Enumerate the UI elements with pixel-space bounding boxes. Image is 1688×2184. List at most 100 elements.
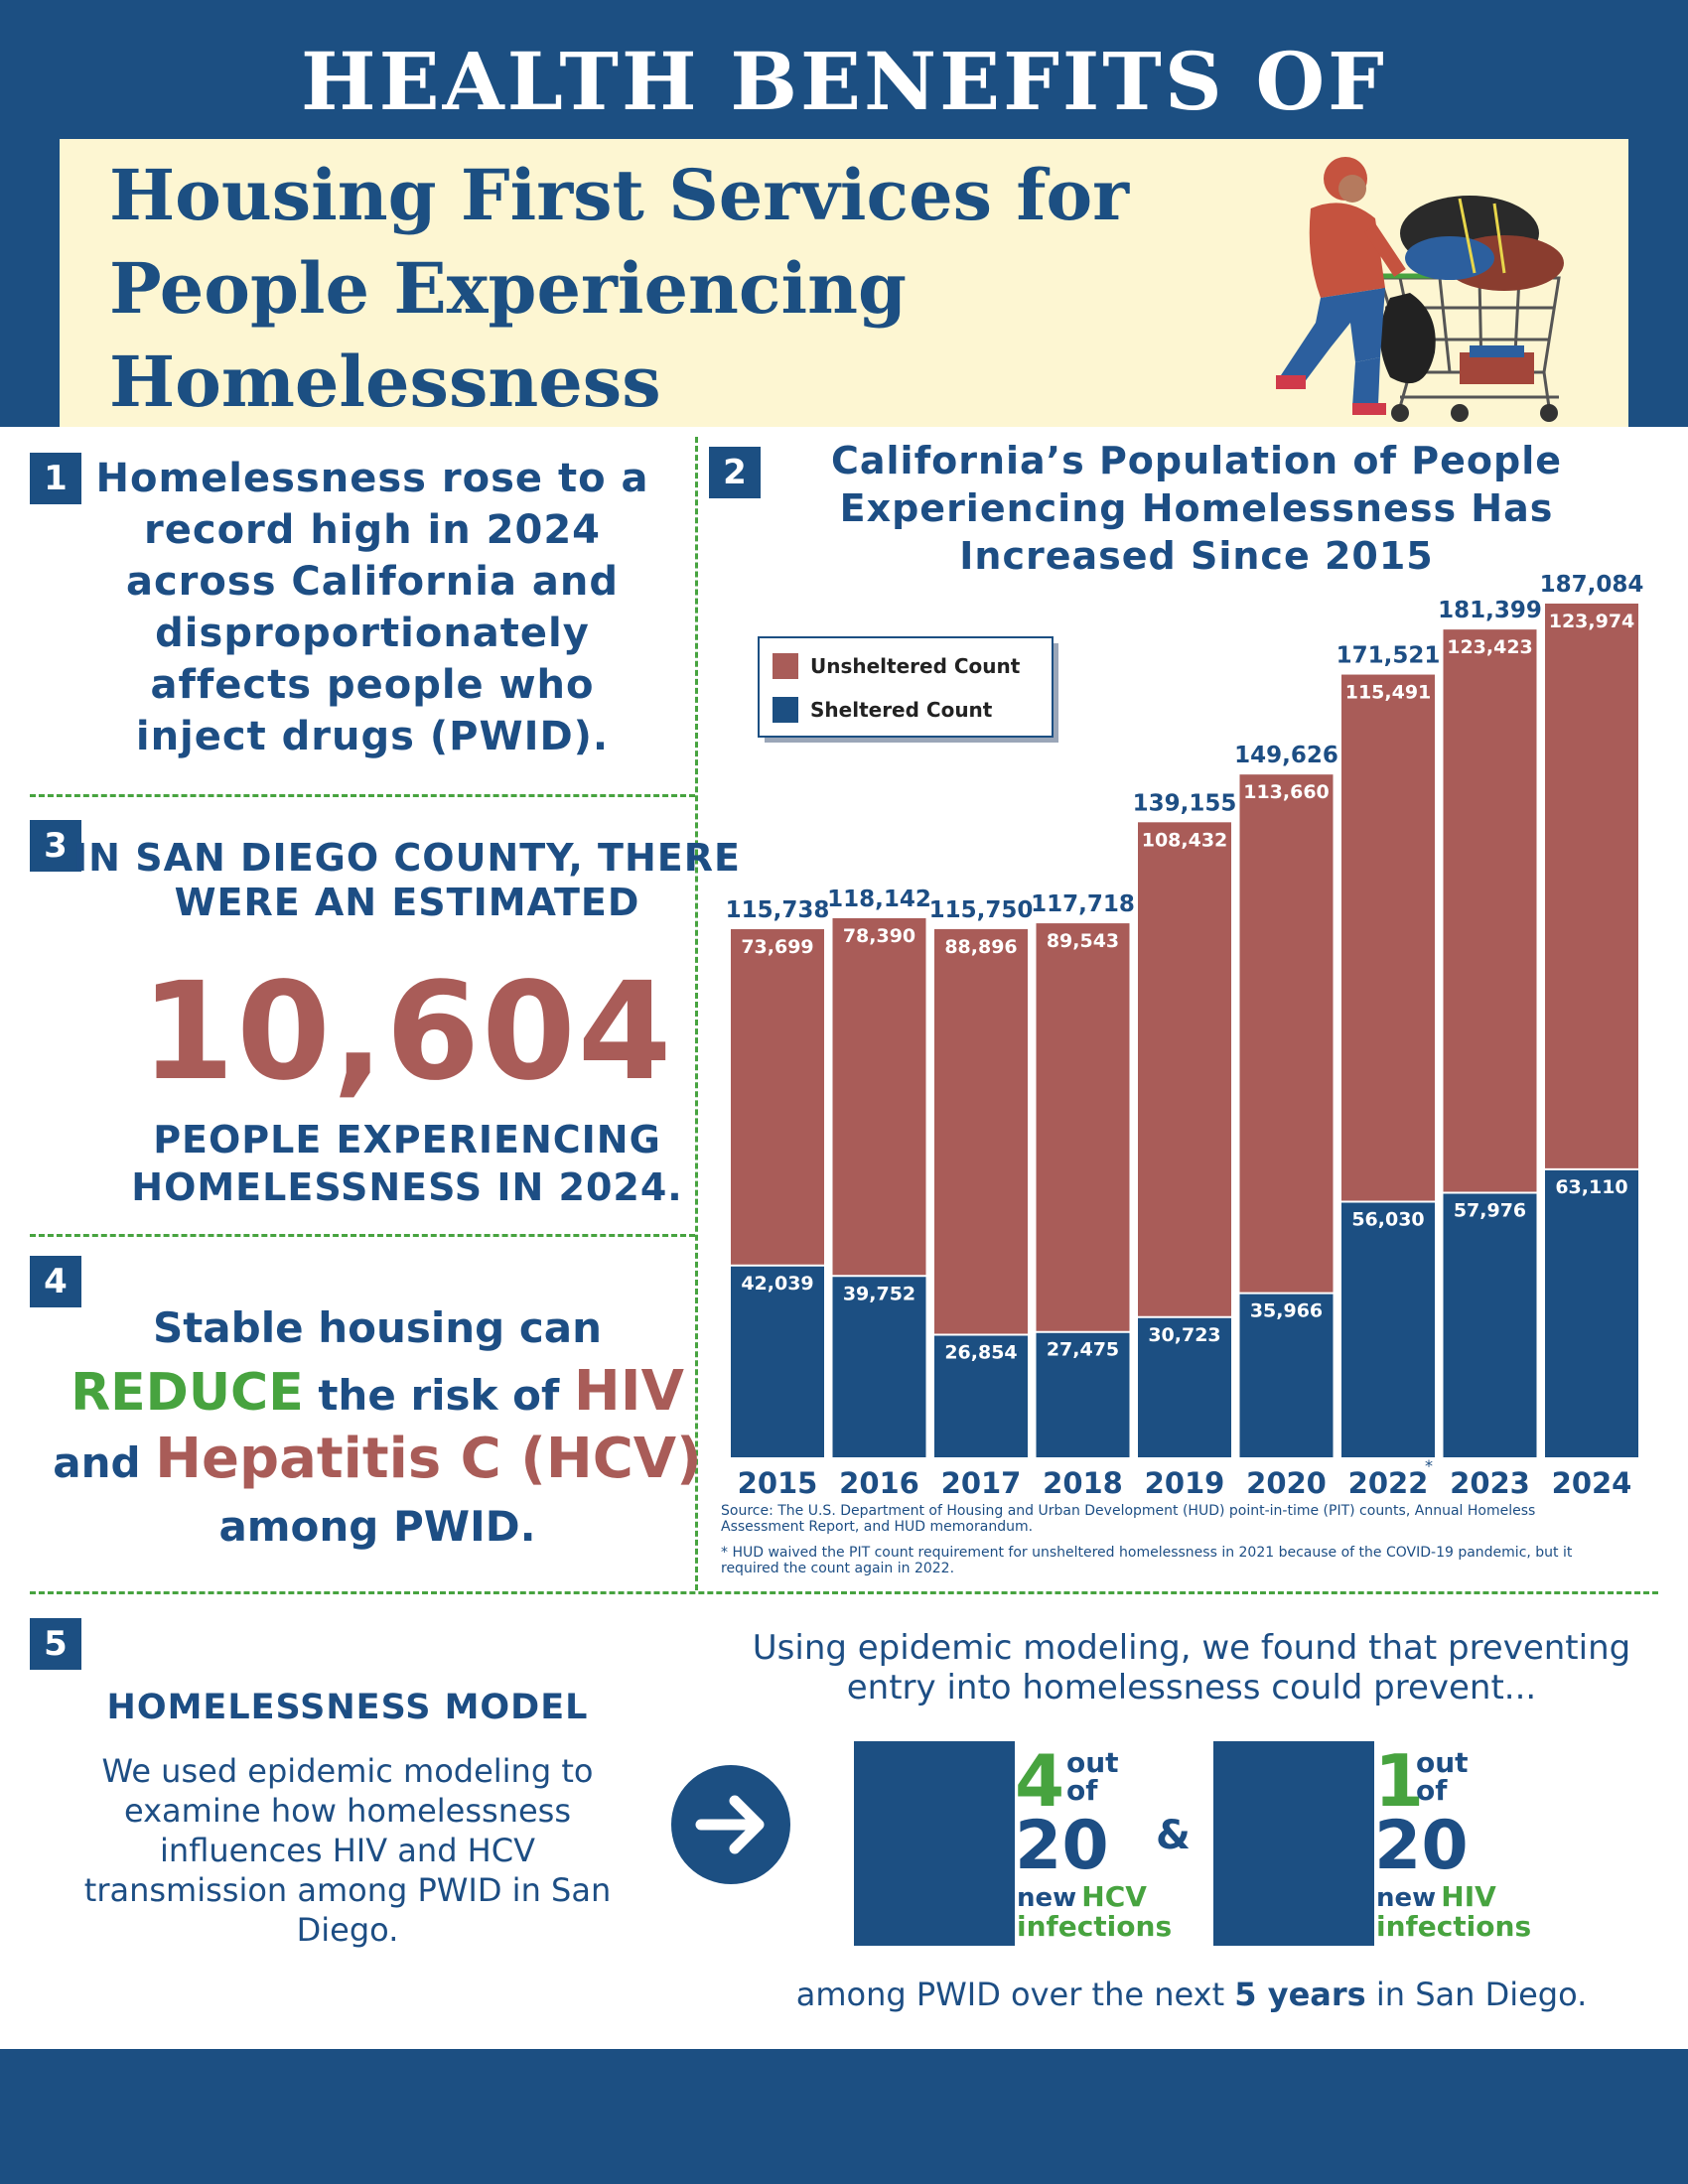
tick-label-2023: 2023 [1450, 1466, 1530, 1499]
page-subtitle: Housing First Services for People Experi… [109, 154, 1130, 423]
label-total-2020: 149,626 [1234, 743, 1338, 768]
label-sheltered-2024: 63,110 [1555, 1176, 1627, 1198]
label-sheltered-2022: 56,030 [1351, 1208, 1424, 1230]
section4-mid: the risk of [318, 1371, 560, 1420]
label-total-2016: 118,142 [827, 887, 931, 912]
label-unsheltered-2017: 88,896 [944, 936, 1017, 958]
label-sheltered-2017: 26,854 [944, 1342, 1017, 1364]
arrow-circle [671, 1765, 790, 1884]
label-unsheltered-2018: 89,543 [1047, 930, 1119, 952]
hcv-stat-of: of [1066, 1774, 1098, 1807]
hiv-stat-label-line1: new HIV [1376, 1880, 1496, 1914]
label-unsheltered-2016: 78,390 [843, 925, 915, 947]
section4-and: and [53, 1438, 141, 1487]
modeling-text: Using epidemic modeling, we found that p… [752, 1628, 1631, 1707]
bar-sheltered-2024 [1545, 1168, 1638, 1457]
section1-text: Homelessness rose to a record high in 20… [95, 456, 649, 759]
bar-unsheltered-2020 [1239, 774, 1334, 1294]
bar-unsheltered-2017 [934, 928, 1028, 1335]
label-total-2019: 139,155 [1133, 790, 1237, 816]
section-number-2: 2 [709, 447, 761, 498]
section4-end: among PWID. [218, 1502, 536, 1551]
label-sheltered-2016: 39,752 [843, 1283, 915, 1304]
label-total-2017: 115,750 [929, 897, 1034, 923]
arrow-right-icon [695, 1795, 765, 1854]
tick-label-2024: 2024 [1552, 1466, 1632, 1499]
label-unsheltered-2019: 108,432 [1142, 829, 1228, 851]
bar-sheltered-2015 [731, 1265, 824, 1457]
homelessness-bar-chart: 42,039 73,699 115,738 2015 39,752 78,390 118,1… [726, 572, 1644, 1499]
section-number-4: 4 [30, 1256, 81, 1307]
bar-sheltered-2023 [1443, 1192, 1537, 1457]
divider-1 [30, 794, 695, 797]
label-total-2018: 117,718 [1031, 891, 1135, 917]
tick-label-2022: 2022 [1348, 1466, 1429, 1499]
label-total-2023: 181,399 [1438, 598, 1542, 623]
hcv-word: Hepatitis C (HCV) [155, 1427, 702, 1491]
label-unsheltered-2015: 73,699 [741, 936, 813, 958]
label-total-2024: 187,084 [1540, 572, 1644, 598]
legend-swatch-unsheltered [773, 653, 798, 679]
tick-label-2017: 2017 [941, 1466, 1022, 1499]
hcv-stat-out: out [1066, 1746, 1119, 1779]
bottom-summary: among PWID over the next 5 years in San … [695, 1976, 1688, 2013]
divider-2 [30, 1234, 695, 1237]
hiv-stat-total: 20 [1374, 1807, 1469, 1885]
bar-sheltered-2019 [1138, 1316, 1231, 1457]
bar-unsheltered-2023 [1443, 629, 1537, 1193]
chart-footnote: * HUD waived the PIT count requirement f… [721, 1545, 1573, 1576]
label-total-2022: 171,521 [1336, 643, 1441, 669]
section-number-1: 1 [30, 453, 81, 504]
hiv-stat-virus: HIV [1441, 1880, 1496, 1913]
bar-unsheltered-2024 [1545, 604, 1638, 1169]
chart-title: California’s Population of People Experi… [830, 439, 1563, 578]
label-total-2015: 115,738 [726, 897, 830, 923]
ampersand: & [1156, 1813, 1191, 1858]
hcv-stat-label-line1: new HCV [1017, 1880, 1147, 1914]
reduce-word: REDUCE [70, 1363, 304, 1423]
label-sheltered-2018: 27,475 [1047, 1339, 1119, 1361]
hiv-stat-box [1213, 1741, 1374, 1946]
bar-sheltered-2020 [1239, 1293, 1334, 1457]
hiv-stat-new: new [1376, 1883, 1437, 1913]
label-unsheltered-2020: 113,660 [1243, 781, 1330, 803]
tick-mark-2022: * [1425, 1456, 1433, 1475]
hiv-stat-out: out [1416, 1746, 1469, 1779]
tick-label-2015: 2015 [738, 1466, 818, 1499]
footer-band [0, 2049, 1688, 2184]
legend-box [758, 636, 1054, 738]
chart-source: Source: The U.S. Department of Housing a… [721, 1503, 1536, 1535]
bar-sheltered-2022 [1341, 1201, 1435, 1457]
section5-body: We used epidemic modeling to examine how… [83, 1752, 612, 1949]
label-sheltered-2023: 57,976 [1454, 1199, 1526, 1221]
divider-vertical [695, 437, 698, 1590]
san-diego-count: 10,604 [140, 954, 674, 1111]
section3-text-top: IN SAN DIEGO COUNTY, THERE WERE AN ESTIM… [73, 836, 741, 924]
bar-unsheltered-2015 [731, 928, 824, 1266]
hcv-stat-total: 20 [1015, 1807, 1109, 1885]
bar-unsheltered-2022 [1341, 674, 1435, 1202]
tick-label-2019: 2019 [1145, 1466, 1225, 1499]
bar-unsheltered-2018 [1036, 923, 1130, 1332]
label-sheltered-2015: 42,039 [741, 1273, 813, 1295]
bottom-summary-pre: among PWID over the next [795, 1976, 1235, 2013]
legend-label-sheltered: Sheltered Count [810, 698, 993, 722]
bar-sheltered-2016 [832, 1276, 926, 1457]
bottom-summary-bold: 5 years [1234, 1976, 1366, 2013]
label-unsheltered-2024: 123,974 [1549, 611, 1635, 632]
divider-3 [30, 1591, 1658, 1594]
bar-sheltered-2018 [1036, 1331, 1130, 1457]
hiv-stat-number: 1 [1374, 1739, 1425, 1823]
hcv-stat-box [854, 1741, 1015, 1946]
bar-unsheltered-2016 [832, 917, 926, 1277]
tick-label-2018: 2018 [1043, 1466, 1123, 1499]
hcv-stat-infections: infections [1017, 1910, 1173, 1943]
hcv-stat-virus: HCV [1081, 1880, 1147, 1913]
label-unsheltered-2023: 123,423 [1447, 636, 1533, 658]
tick-label-2020: 2020 [1246, 1466, 1327, 1499]
legend-label-unsheltered: Unsheltered Count [810, 654, 1021, 678]
legend-swatch-sheltered [773, 697, 798, 723]
homeless-person-illustration [1276, 157, 1564, 422]
label-sheltered-2019: 30,723 [1148, 1324, 1220, 1346]
bar-unsheltered-2019 [1138, 822, 1231, 1317]
